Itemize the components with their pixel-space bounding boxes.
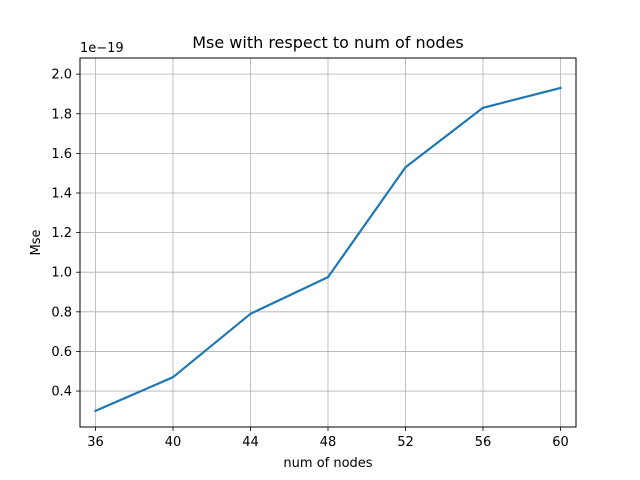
x-tick-label: 36 [87, 435, 104, 450]
y-tick-label: 1.6 [51, 147, 72, 162]
y-tick-label: 0.8 [51, 305, 72, 320]
y-tick-label: 1.0 [51, 266, 72, 281]
x-axis-label: num of nodes [283, 456, 372, 471]
x-tick-label: 44 [242, 435, 259, 450]
grid [80, 58, 576, 427]
y-axis-label: Mse [29, 230, 44, 256]
x-tick-label: 48 [320, 435, 337, 450]
y-axis-offset-text: 1e−19 [80, 41, 124, 56]
x-tick-label: 56 [475, 435, 492, 450]
x-tick-label: 60 [552, 435, 569, 450]
y-tick-label: 1.2 [51, 226, 72, 241]
y-tick-label: 0.4 [51, 385, 72, 400]
x-tick-label: 52 [397, 435, 414, 450]
chart-title: Mse with respect to num of nodes [192, 33, 464, 52]
y-tick-label: 1.4 [51, 186, 72, 201]
y-tick-label: 2.0 [51, 68, 72, 83]
ticks: 36 40 44 48 52 56 60 0.4 0.6 0.8 1.0 1.2 1.4 1.6 1.8 2.… [51, 68, 568, 450]
x-tick-label: 40 [165, 435, 182, 450]
y-tick-label: 1.8 [51, 107, 72, 122]
series-layer [94, 86, 562, 413]
y-tick-label: 0.6 [51, 345, 72, 360]
